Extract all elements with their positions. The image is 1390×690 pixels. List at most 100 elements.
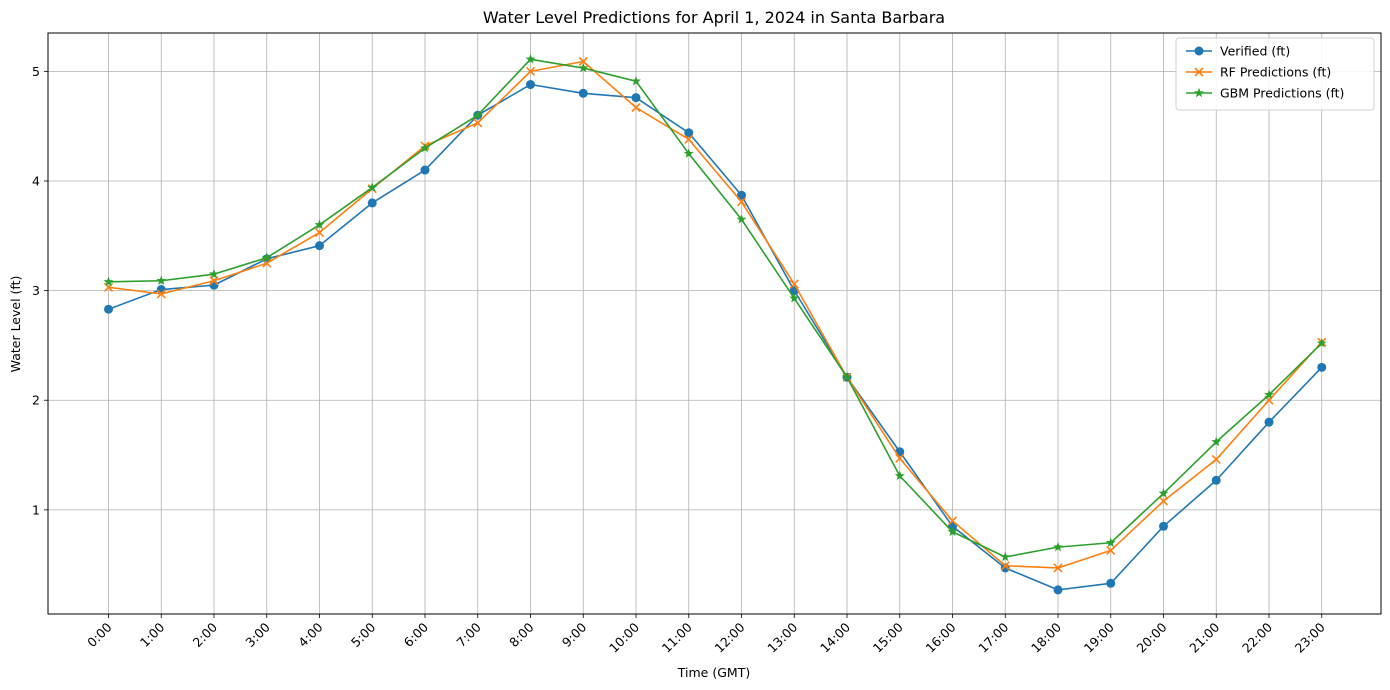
legend-label: RF Predictions (ft) bbox=[1220, 65, 1331, 80]
series-2 bbox=[103, 56, 1327, 573]
plot-frame bbox=[47, 32, 1382, 615]
legend-item: RF Predictions (ft) bbox=[1186, 65, 1331, 80]
data-point bbox=[1264, 389, 1274, 399]
data-point bbox=[525, 66, 536, 76]
data-point bbox=[1106, 578, 1116, 588]
data-point bbox=[789, 293, 800, 303]
data-point bbox=[1316, 338, 1327, 348]
marker-stroke bbox=[1211, 454, 1221, 464]
x-axis-label: Time (GMT) bbox=[677, 665, 750, 680]
data-point bbox=[472, 110, 483, 120]
data-point bbox=[1158, 488, 1169, 498]
data-point bbox=[631, 76, 641, 86]
data-point bbox=[314, 219, 325, 230]
data-point bbox=[1000, 561, 1010, 571]
data-point bbox=[736, 197, 747, 207]
marker-stroke bbox=[156, 289, 166, 299]
data-point bbox=[1317, 362, 1327, 372]
data-point bbox=[1211, 475, 1221, 485]
data-point bbox=[578, 88, 588, 98]
grid-lines bbox=[48, 33, 1381, 614]
marker-stroke bbox=[1053, 563, 1063, 573]
data-point bbox=[1211, 436, 1222, 447]
data-point bbox=[631, 93, 641, 103]
y-tick-label: 5 bbox=[32, 64, 40, 79]
marker-stroke bbox=[895, 453, 905, 463]
marker-stroke bbox=[1158, 496, 1169, 506]
data-point bbox=[1159, 521, 1168, 531]
data-point bbox=[947, 526, 958, 536]
marker-stroke bbox=[736, 197, 747, 207]
y-axis-ticks: 1 2 3 4 5 bbox=[32, 64, 48, 517]
series-line bbox=[108, 58, 1323, 558]
data-point bbox=[473, 118, 483, 128]
marker-stroke bbox=[473, 118, 483, 128]
data-point bbox=[737, 190, 746, 200]
data-point bbox=[1158, 496, 1169, 506]
series-lines bbox=[103, 54, 1327, 595]
data-point bbox=[894, 470, 905, 481]
legend: Verified (ft) RF Predictions (ft) GBM Pred… bbox=[1175, 37, 1375, 111]
series-line bbox=[108, 60, 1323, 569]
legend-label: Verified (ft) bbox=[1220, 44, 1290, 59]
y-tick-label: 4 bbox=[32, 173, 40, 188]
data-point bbox=[1211, 454, 1221, 464]
data-point bbox=[156, 275, 167, 285]
data-point bbox=[1106, 545, 1116, 555]
marker-stroke bbox=[684, 134, 694, 144]
marker-stroke bbox=[789, 279, 799, 289]
data-point bbox=[261, 252, 272, 262]
data-point bbox=[367, 182, 378, 192]
data-point bbox=[684, 134, 694, 144]
legend-marker bbox=[1194, 87, 1204, 98]
data-point bbox=[895, 453, 905, 463]
data-point bbox=[420, 165, 430, 175]
data-point bbox=[367, 198, 377, 208]
data-point bbox=[578, 62, 589, 73]
data-point bbox=[1053, 563, 1063, 573]
data-point bbox=[104, 304, 113, 314]
y-axis-label: Water Level (ft) bbox=[8, 276, 23, 373]
data-point bbox=[683, 148, 694, 158]
data-point bbox=[314, 227, 325, 238]
marker-stroke bbox=[1106, 545, 1116, 555]
data-point bbox=[1053, 585, 1063, 595]
data-point bbox=[789, 279, 799, 289]
marker-stroke bbox=[1194, 67, 1204, 77]
data-point bbox=[947, 516, 958, 526]
data-point bbox=[1105, 537, 1116, 547]
legend-box bbox=[1175, 37, 1375, 111]
marker-stroke bbox=[314, 227, 325, 238]
marker-stroke bbox=[947, 516, 958, 526]
series-3 bbox=[103, 54, 1327, 562]
data-point bbox=[1264, 417, 1274, 427]
data-point bbox=[526, 80, 535, 90]
marker-stroke bbox=[578, 56, 588, 67]
data-point bbox=[315, 241, 324, 251]
marker-stroke bbox=[525, 66, 536, 76]
data-point bbox=[209, 268, 219, 279]
legend-item: Verified (ft) bbox=[1186, 44, 1290, 59]
data-point bbox=[684, 128, 694, 138]
data-point bbox=[578, 56, 588, 67]
legend-marker bbox=[1194, 67, 1204, 77]
data-point bbox=[1053, 541, 1063, 552]
y-tick-label: 3 bbox=[32, 283, 40, 298]
chart-title: Water Level Predictions for April 1, 202… bbox=[483, 8, 945, 27]
data-point bbox=[156, 289, 166, 299]
data-point bbox=[420, 142, 430, 153]
y-tick-label: 1 bbox=[32, 502, 40, 517]
data-point bbox=[631, 102, 641, 113]
legend-marker bbox=[1194, 46, 1204, 56]
y-tick-label: 2 bbox=[32, 393, 40, 408]
marker-stroke bbox=[1000, 561, 1010, 571]
legend-item: GBM Predictions (ft) bbox=[1186, 86, 1344, 101]
marker-stroke bbox=[631, 102, 641, 113]
data-point bbox=[525, 54, 536, 64]
data-point bbox=[842, 372, 852, 382]
series-line bbox=[108, 83, 1323, 591]
data-point bbox=[1000, 551, 1011, 562]
